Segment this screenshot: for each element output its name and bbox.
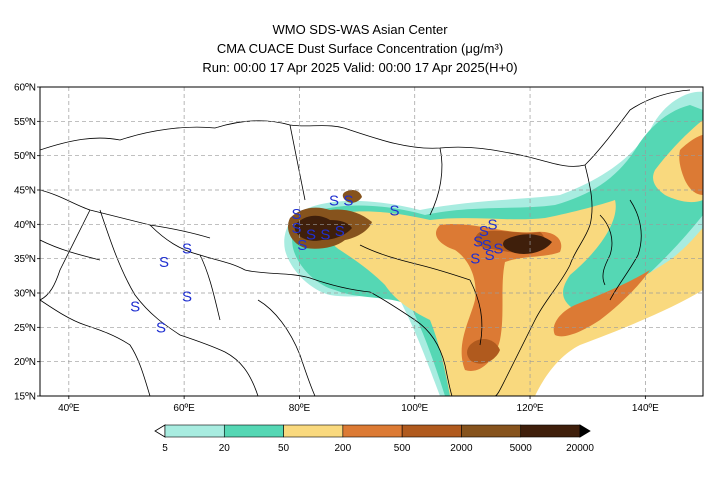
dust-shading	[284, 91, 703, 396]
latitude-labels: 15ºN 20ºN 25ºN 30ºN 35ºN 40ºN 45ºN 50ºN 55ºN 60ºN	[14, 83, 40, 403]
station-marker: S	[485, 247, 495, 264]
colorbar-low-arrow	[154, 424, 166, 438]
lat-tick-label: 35ºN	[14, 254, 36, 265]
colorbar-high-arrow	[579, 424, 591, 438]
title-line-3: Run: 00:00 17 Apr 2025 Valid: 00:00 17 A…	[202, 60, 518, 75]
station-marker: S	[130, 299, 140, 316]
colorbar-label: 500	[394, 443, 411, 454]
colorbar: 5 20 50 200 500 2000 5000 20000	[154, 424, 594, 454]
colorbar-label: 20	[219, 443, 231, 454]
station-marker: S	[320, 227, 330, 244]
lat-tick-label: 20ºN	[14, 357, 36, 368]
colorbar-label: 50	[278, 443, 290, 454]
station-marker: S	[297, 237, 307, 254]
station-marker: S	[159, 254, 169, 271]
map-frame	[39, 86, 704, 397]
borders	[40, 89, 691, 396]
station-marker: S	[182, 288, 192, 305]
colorbar-label: 5000	[510, 443, 533, 454]
title-line-2: CMA CUACE Dust Surface Concentration (μg…	[216, 41, 504, 56]
station-marker: S	[182, 240, 192, 257]
lat-tick-label: 30ºN	[14, 289, 36, 300]
lat-tick-label: 25ºN	[14, 323, 36, 334]
dust-band-5000-20000	[294, 215, 352, 241]
longitude-labels: 40ºE 60ºE 80ºE 100ºE 120ºE 140ºE	[58, 396, 659, 414]
colorbar-label: 200	[335, 443, 352, 454]
station-marker: S	[470, 251, 480, 268]
colorbar-segment	[164, 424, 225, 438]
station-marker: S	[390, 203, 400, 220]
colorbar-label: 5	[162, 443, 168, 454]
station-marker: S	[482, 237, 492, 254]
lon-tick-label: 60ºE	[173, 403, 195, 414]
station-marker: S	[292, 220, 302, 237]
lat-tick-label: 55ºN	[14, 117, 36, 128]
title-line-1: WMO SDS-WAS Asian Center	[272, 22, 448, 37]
dust-band-500-2000-south	[467, 338, 500, 364]
station-marker: S	[488, 216, 498, 233]
colorbar-segment	[342, 424, 403, 438]
lat-tick-label: 45ºN	[14, 186, 36, 197]
colorbar-label: 20000	[566, 443, 594, 454]
lon-tick-label: 40ºE	[58, 403, 80, 414]
lon-tick-label: 120ºE	[517, 403, 544, 414]
dust-band-200-500-se	[553, 270, 650, 337]
dust-band-200-500-ne	[679, 135, 703, 195]
station-marker: S	[343, 192, 353, 209]
lon-tick-label: 80ºE	[289, 403, 311, 414]
dust-band-2000-5000-dzungar	[342, 189, 362, 203]
lat-tick-label: 60ºN	[14, 83, 36, 94]
colorbar-segment	[283, 424, 344, 438]
station-marker: S	[329, 192, 339, 209]
lon-tick-label: 100ºE	[401, 403, 428, 414]
station-marker: S	[156, 319, 166, 336]
colorbar-segment	[461, 424, 522, 438]
dust-band-200-500	[435, 223, 562, 371]
station-marker: S	[479, 223, 489, 240]
colorbar-segment	[401, 424, 462, 438]
colorbar-label: 2000	[450, 443, 473, 454]
station-marker: S	[473, 234, 483, 251]
lon-tick-label: 140ºE	[632, 403, 659, 414]
dust-band-2000-5000-north-china	[503, 234, 552, 254]
colorbar-segment	[223, 424, 284, 438]
station-marker: S	[493, 240, 503, 257]
lat-tick-label: 50ºN	[14, 151, 36, 162]
station-marker: S	[306, 227, 316, 244]
lat-tick-label: 15ºN	[14, 392, 36, 403]
lat-tick-label: 40ºN	[14, 220, 36, 231]
station-marker: S	[335, 223, 345, 240]
station-marker: S	[292, 206, 302, 223]
dust-band-50-200	[324, 200, 703, 396]
colorbar-segment	[520, 424, 581, 438]
